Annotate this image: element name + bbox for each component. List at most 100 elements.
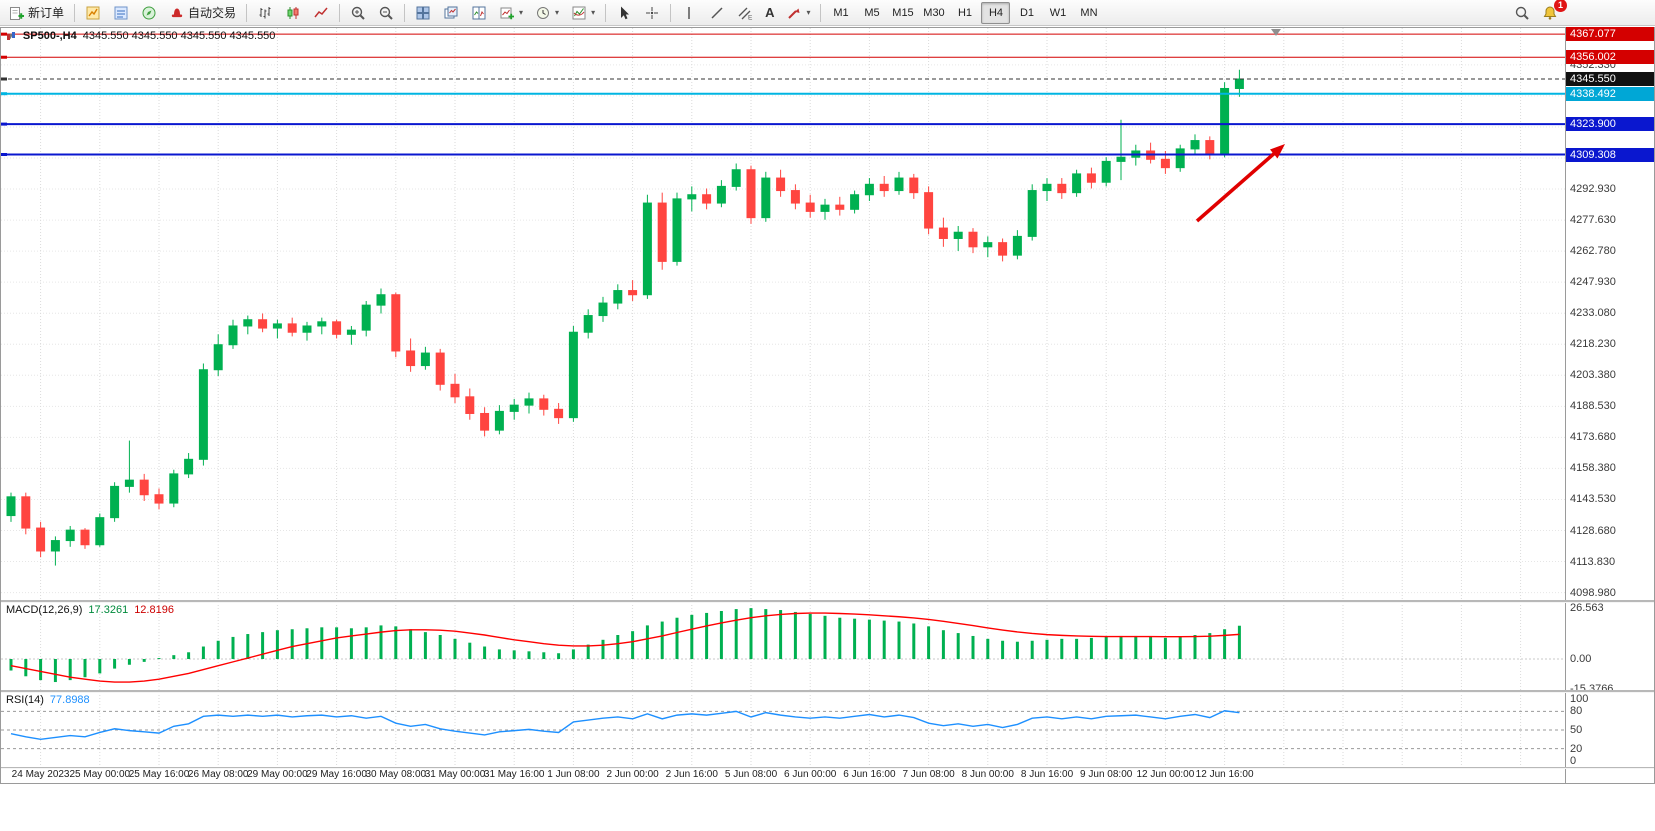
chart-candles-button[interactable] bbox=[280, 1, 306, 25]
candle-up bbox=[184, 458, 194, 475]
timeframe-h4-button[interactable]: H4 bbox=[981, 1, 1011, 24]
time-axis-label: 29 May 00:00 bbox=[247, 769, 308, 780]
price-axis-label: 4158.380 bbox=[1570, 462, 1616, 475]
price-level-left-marker bbox=[1, 153, 7, 157]
candle-up bbox=[761, 177, 771, 219]
main-chart-pane[interactable] bbox=[1, 28, 1565, 600]
rsi-axis-label: 80 bbox=[1570, 705, 1583, 718]
price-level-left-marker bbox=[1, 55, 7, 59]
new-order-button[interactable]: 新订单 bbox=[4, 1, 69, 25]
timeframe-m1-button[interactable]: M1 bbox=[833, 6, 849, 19]
algo-trading-button[interactable]: 自动交易 bbox=[164, 1, 241, 25]
data-window-button[interactable] bbox=[108, 1, 134, 25]
candle-down bbox=[465, 396, 475, 414]
trend-arrow[interactable] bbox=[1195, 149, 1279, 223]
indicators-icon bbox=[572, 6, 586, 19]
timeframe-m5-button[interactable]: M5 bbox=[864, 6, 880, 19]
trendline-button[interactable] bbox=[704, 1, 730, 25]
timeframe-m15-button[interactable]: M15 bbox=[892, 6, 914, 19]
rsi-pane[interactable] bbox=[1, 692, 1565, 767]
indicators-button[interactable]: ▾ bbox=[566, 1, 600, 25]
chevron-down-icon: ▾ bbox=[555, 8, 560, 17]
time-axis-label: 5 Jun 08:00 bbox=[724, 769, 778, 780]
rsi-axis-label: 100 bbox=[1570, 693, 1589, 705]
candle-down bbox=[702, 194, 712, 204]
vertical-line-button[interactable] bbox=[676, 1, 702, 25]
time-axis-label: 30 May 08:00 bbox=[365, 769, 427, 780]
svg-text:E: E bbox=[748, 14, 753, 21]
navigator-button[interactable] bbox=[136, 1, 162, 25]
candle-down bbox=[968, 231, 978, 248]
chart-window[interactable]: 4352.3304337.4804322.6304307.7804292.930… bbox=[0, 27, 1655, 784]
chevron-down-icon: ▾ bbox=[591, 8, 596, 17]
timeframe-w1-button[interactable]: W1 bbox=[1049, 6, 1067, 19]
pane-splitter[interactable] bbox=[1, 600, 1654, 603]
periods-button[interactable]: ▾ bbox=[530, 1, 564, 25]
crosshair-button[interactable] bbox=[639, 1, 665, 25]
market-watch-button[interactable] bbox=[80, 1, 106, 25]
macd-axis-label: 26.563 bbox=[1570, 601, 1604, 614]
candle-up bbox=[731, 169, 741, 187]
text-tool-button[interactable]: A bbox=[760, 1, 779, 25]
candle-down bbox=[36, 527, 46, 552]
candle-up bbox=[494, 410, 504, 431]
candle-down bbox=[924, 192, 934, 229]
candle-up bbox=[598, 302, 608, 317]
text-tool-icon: A bbox=[765, 5, 775, 20]
macd-signal-line bbox=[10, 612, 1240, 683]
rsi-indicator-label: RSI(14) 77.8988 bbox=[6, 694, 90, 706]
pane-splitter[interactable] bbox=[1, 690, 1654, 693]
search-button[interactable] bbox=[1509, 1, 1535, 25]
arrows-tool-button[interactable]: ▾ bbox=[781, 1, 815, 25]
symbol-icon bbox=[7, 31, 15, 40]
arrange-windows-icon bbox=[472, 6, 486, 19]
candle-up bbox=[110, 485, 120, 519]
time-axis-label: 31 May 00:00 bbox=[424, 769, 486, 780]
timeframe-d1-button[interactable]: D1 bbox=[1019, 6, 1035, 19]
equidistant-channel-button[interactable]: E bbox=[732, 1, 758, 25]
timeframe-mn-button[interactable]: MN bbox=[1080, 6, 1098, 19]
arrange-windows-button[interactable] bbox=[466, 1, 492, 25]
cascade-windows-button[interactable] bbox=[438, 1, 464, 25]
candle-up bbox=[228, 325, 238, 346]
macd-pane[interactable] bbox=[1, 602, 1565, 690]
candle-down bbox=[998, 242, 1008, 256]
tile-windows-button[interactable] bbox=[410, 1, 436, 25]
zoom-in-button[interactable] bbox=[345, 1, 371, 25]
timeframe-h1-button[interactable]: H1 bbox=[957, 6, 973, 19]
candle-down bbox=[1160, 158, 1170, 169]
arrow-object-icon bbox=[788, 8, 800, 19]
one-click-trading-arrow-icon[interactable]: ▼ bbox=[6, 31, 15, 41]
alerts-button[interactable]: 1 bbox=[1537, 0, 1567, 25]
candle-up bbox=[376, 294, 386, 306]
timeframe-m30-button[interactable]: M30 bbox=[923, 6, 945, 19]
candle-up bbox=[524, 398, 534, 406]
candle-up bbox=[1116, 156, 1126, 162]
cursor-button[interactable] bbox=[611, 1, 637, 25]
candle-up bbox=[820, 204, 830, 212]
price-scale[interactable]: 4352.3304337.4804322.6304307.7804292.930… bbox=[1565, 27, 1654, 783]
algo-trading-label: 自动交易 bbox=[188, 6, 237, 20]
price-axis-label: 4292.930 bbox=[1570, 183, 1616, 196]
chart-bars-button[interactable] bbox=[252, 1, 278, 25]
new-chart-button[interactable]: ▾ bbox=[494, 1, 528, 25]
candle-up bbox=[302, 325, 312, 333]
time-axis[interactable]: 24 May 2023 25 May 00:00 25 May 16:00 26 Ma… bbox=[1, 768, 1565, 783]
price-axis-label: 4188.530 bbox=[1570, 400, 1616, 413]
rsi-axis-label: 50 bbox=[1570, 724, 1583, 736]
price-axis-label: 4098.980 bbox=[1570, 586, 1616, 599]
candle-up bbox=[953, 231, 963, 239]
rsi-axis-label: 0 bbox=[1570, 755, 1577, 767]
candle-down bbox=[835, 204, 845, 210]
chart-line-button[interactable] bbox=[308, 1, 334, 25]
candle-down bbox=[450, 383, 460, 398]
time-axis-label: 26 May 08:00 bbox=[187, 769, 249, 780]
candle-up bbox=[1012, 235, 1022, 256]
candle-down bbox=[909, 177, 919, 194]
candle-up bbox=[1101, 160, 1111, 183]
zoom-out-button[interactable] bbox=[373, 1, 399, 25]
trend-arrow-head[interactable] bbox=[1270, 144, 1285, 159]
price-level-left-marker bbox=[1, 122, 7, 126]
ohlc-values: 4345.550 4345.550 4345.550 4345.550 bbox=[82, 30, 276, 42]
bell-icon bbox=[1543, 5, 1557, 20]
